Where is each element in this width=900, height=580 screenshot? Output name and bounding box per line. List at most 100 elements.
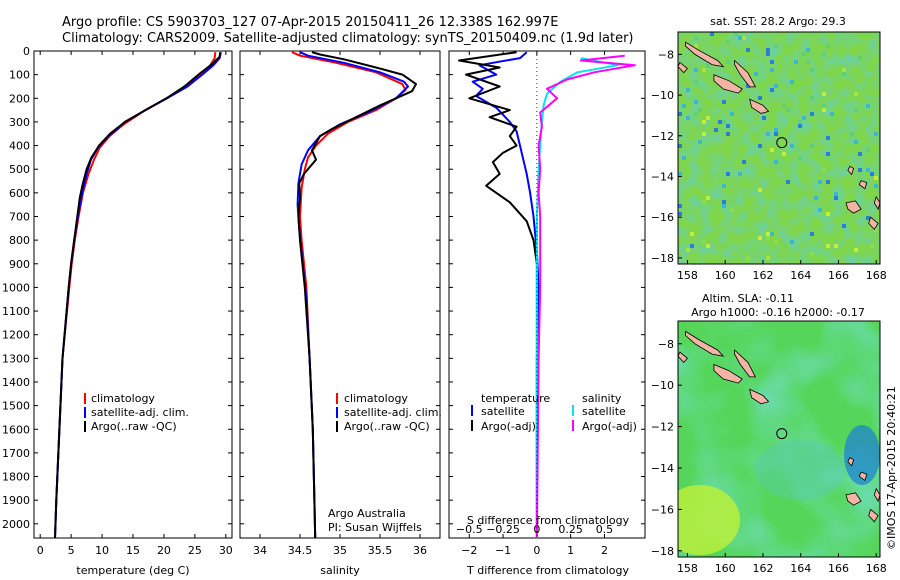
sst-pixel (806, 60, 810, 64)
s-tick-label: 0.25 (558, 523, 583, 536)
y-tick-label: 200 (9, 92, 30, 105)
sst-pixel (742, 160, 746, 164)
sst-pixel (754, 72, 758, 76)
y-tick-label: 400 (9, 140, 30, 153)
x-tick-label: 35 (333, 544, 347, 557)
salinity-axes (239, 50, 441, 539)
y-tick-label: 1000 (2, 281, 30, 294)
figure-title-line2: Climatology: CARS2009. Satellite-adjuste… (62, 31, 634, 46)
map-y-tick-label: −10 (651, 89, 674, 102)
sst-pixel (858, 152, 862, 156)
sst-map-panel: sat. SST: 28.2 Argo: 29.3 158 160 162 164 16… (651, 15, 887, 282)
sst-pixel (874, 184, 878, 188)
sla-map-field (678, 321, 880, 557)
island (858, 471, 868, 482)
sst-pixel (722, 184, 726, 188)
sst-pixel (770, 60, 774, 64)
island (734, 59, 757, 88)
sst-pixel (774, 84, 778, 88)
x-tick-label: 34.5 (288, 544, 313, 557)
series-line-satellite (535, 57, 619, 538)
sst-pixel (822, 168, 826, 172)
sst-pixel (818, 208, 822, 212)
y-tick-label: 300 (9, 116, 30, 129)
sst-pixel (738, 172, 742, 176)
map-y-tick-label: −10 (651, 379, 674, 392)
sst-pixel (698, 108, 702, 112)
legend-label-satellite: satellite-adj. clim. (91, 406, 189, 419)
s-tick-label: −0.5 (456, 523, 483, 536)
map-x-tick-label: 158 (677, 269, 698, 282)
map-x-tick-label: 168 (866, 269, 887, 282)
sst-pixel (770, 68, 774, 72)
sst-pixel (866, 168, 870, 172)
map-x-tick-label: 160 (715, 269, 736, 282)
sst-pixel (826, 152, 830, 156)
map-x-tick-label: 166 (828, 562, 849, 575)
map-y-tick-label: −16 (651, 503, 674, 516)
sst-pixel (834, 196, 838, 200)
sst-pixel (810, 68, 814, 72)
x-tick-label: −1 (495, 544, 511, 557)
sst-pixel (830, 112, 834, 116)
sst-pixel (770, 88, 774, 92)
map-x-tick-label: 164 (790, 562, 811, 575)
sst-pixel (686, 248, 690, 252)
temperature-lines (54, 51, 222, 539)
temperature-panel: 0 5 10 15 20 25 300100200300400500600700800900… (2, 45, 233, 577)
difference-ticks: −2 −1 0 1 2 (449, 50, 645, 557)
sst-pixel (702, 120, 706, 124)
sst-pixel (774, 44, 778, 48)
sla-map-frame (677, 320, 881, 558)
sst-pixel (850, 132, 854, 136)
figure-title-line1: Argo profile: CS 5903703_127 07-Apr-2015… (62, 15, 558, 30)
y-tick-label: 1500 (2, 400, 30, 413)
sst-pixel (802, 52, 806, 56)
sst-pixel (870, 244, 874, 248)
sst-pixel (726, 60, 730, 64)
credit-stamp: ©IMOS 17-Apr-2015 20:40:21 (885, 386, 898, 550)
sst-pixel (726, 172, 730, 176)
argo-position-marker (776, 137, 788, 149)
sst-pixel (690, 244, 694, 248)
y-tick-label: 1600 (2, 423, 30, 436)
map-x-tick-label: 160 (715, 562, 736, 575)
sst-pixel (826, 44, 830, 48)
sla-map-title: Altim. SLA: -0.11 (702, 292, 794, 305)
y-tick-label: 800 (9, 234, 30, 247)
x-tick-label: 35.5 (368, 544, 393, 557)
sst-pixel (746, 84, 750, 88)
sla-map-panel: Altim. SLA: -0.11 Argo h1000: -0.16 h200… (651, 292, 887, 575)
sst-pixel (794, 60, 798, 64)
sst-pixel (858, 56, 862, 60)
sst-pixel (774, 128, 778, 132)
map-x-tick-label: 164 (790, 269, 811, 282)
sst-pixel (786, 108, 790, 112)
s-tick-label: −0.25 (486, 523, 520, 536)
x-tick-label: 36 (413, 544, 427, 557)
temperature-axes (33, 50, 233, 539)
sst-pixel (698, 140, 702, 144)
temperature-legend: climatology satellite-adj. clim. Argo(..… (84, 392, 189, 433)
island (749, 388, 770, 405)
x-tick-label: −2 (461, 544, 477, 557)
x-tick-label: 15 (126, 544, 140, 557)
sst-pixel (694, 112, 698, 116)
sst-pixel (798, 156, 802, 160)
sla-high-area (678, 485, 740, 555)
x-tick-label: 20 (157, 544, 171, 557)
sst-map-frame (677, 31, 881, 265)
annotation-pi: PI: Susan Wijffels (328, 521, 422, 534)
map-y-tick-label: −14 (651, 170, 674, 183)
island (868, 508, 879, 523)
sst-pixel (706, 116, 710, 120)
sla-low-area (844, 425, 880, 485)
map-y-tick-label: −8 (658, 338, 674, 351)
sst-pixel (694, 100, 698, 104)
sst-pixel (810, 144, 814, 148)
sst-pixel (774, 240, 778, 244)
sla-mid-area (755, 440, 845, 500)
map-y-tick-label: −18 (651, 545, 674, 558)
sst-pixel (690, 232, 694, 236)
sst-pixel (766, 232, 770, 236)
